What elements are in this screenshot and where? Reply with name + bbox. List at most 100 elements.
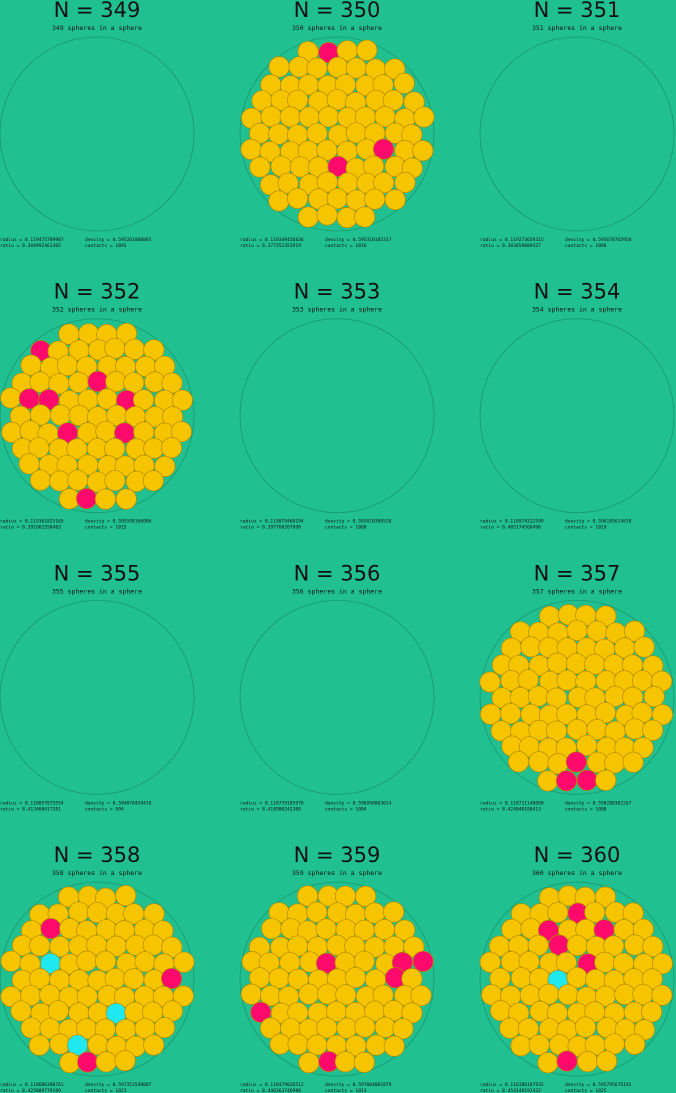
sphere <box>479 951 501 973</box>
contacts-label: contacts = 1025 <box>565 1088 607 1093</box>
sphere <box>401 1002 423 1024</box>
panel: N = 353 353 spheres in a sphere radius = 0… <box>239 280 435 531</box>
sphere <box>537 770 559 792</box>
sphere <box>642 935 664 958</box>
panel: N = 356 356 spheres in a sphere radius = 0… <box>239 561 435 812</box>
sphere <box>556 1050 578 1072</box>
sphere <box>574 1016 597 1038</box>
sphere <box>641 968 663 990</box>
sphere <box>354 1016 376 1038</box>
sphere <box>507 751 530 773</box>
sphere <box>413 106 435 128</box>
sphere-packing <box>0 322 193 510</box>
sphere <box>95 1051 117 1073</box>
radius-label: radius = 0.118711140090 <box>480 800 544 806</box>
radius-label: radius = 0.118686390761 <box>0 1082 64 1088</box>
panel-title: N = 350 <box>294 0 381 22</box>
sphere <box>29 935 51 957</box>
sphere <box>269 1033 291 1055</box>
container-sphere <box>0 881 195 1077</box>
sphere <box>335 984 357 1006</box>
sphere <box>651 984 673 1006</box>
sphere <box>306 122 328 144</box>
sphere <box>641 1001 663 1023</box>
panel-title: N = 354 <box>534 280 621 304</box>
sphere <box>547 901 569 923</box>
sphere-packing <box>479 604 674 792</box>
ratio-label: ratio = 8.425809779189 <box>0 1088 61 1093</box>
sphere <box>49 404 71 426</box>
ratio-label: ratio = 8.413460417281 <box>0 806 61 812</box>
radius-label: radius = 0.118479026512 <box>240 1082 304 1088</box>
panel-title: N = 356 <box>294 561 381 585</box>
sphere <box>77 1051 99 1073</box>
sphere <box>277 172 299 194</box>
sphere <box>566 619 588 641</box>
panel-subtitle: 354 spheres in a sphere <box>532 306 622 314</box>
container-sphere <box>239 881 435 1077</box>
sphere <box>279 106 301 128</box>
density-label: density = 0.595201800885 <box>85 237 152 243</box>
sphere <box>59 1052 81 1074</box>
panel-title: N = 352 <box>54 280 141 304</box>
contacts-label: contacts = 994 <box>85 806 124 812</box>
sphere <box>603 935 625 957</box>
container-sphere <box>479 881 675 1077</box>
container-sphere <box>479 36 675 232</box>
sphere <box>556 669 578 691</box>
sphere <box>517 669 539 691</box>
sphere <box>297 206 319 228</box>
ratio-label: ratio = 8.418980242388 <box>240 806 301 812</box>
density-label: density = 0.595310185317 <box>325 237 392 243</box>
radius-label: radius = 0.118186187935 <box>480 1082 544 1088</box>
contacts-label: contacts = 1016 <box>325 243 367 249</box>
container-sphere <box>479 600 675 795</box>
sphere <box>383 901 405 923</box>
sphere <box>115 885 137 907</box>
sphere <box>364 188 386 210</box>
panel-title: N = 359 <box>294 843 381 867</box>
panel-subtitle: 358 spheres in a sphere <box>52 869 142 877</box>
panel: N = 360 360 spheres in a sphere radius = 0… <box>479 843 675 1093</box>
sphere <box>353 1051 375 1073</box>
sphere <box>94 488 116 510</box>
ratio-label: ratio = 8.405174568490 <box>480 525 541 531</box>
sphere <box>576 769 598 791</box>
panel: N = 359 359 spheres in a sphere radius = 0… <box>239 843 435 1093</box>
panel-subtitle: 351 spheres in a sphere <box>532 24 622 32</box>
sphere <box>287 187 309 209</box>
sphere <box>622 751 644 773</box>
density-label: density = 0.596185614818 <box>565 519 632 525</box>
sphere <box>623 620 646 642</box>
radius-label: radius = 0.119079468194 <box>240 519 304 525</box>
panel-subtitle: 349 spheres in a sphere <box>52 24 142 32</box>
sphere <box>40 918 62 940</box>
sphere <box>383 1035 405 1057</box>
sphere <box>143 903 165 925</box>
sphere <box>565 751 587 773</box>
panel: N = 355 355 spheres in a sphere radius = 0… <box>0 561 195 812</box>
sphere <box>76 950 98 972</box>
sphere <box>394 919 416 941</box>
sphere <box>520 636 542 658</box>
panel-title: N = 351 <box>534 0 621 22</box>
density-label: density = 0.597352549007 <box>85 1082 152 1088</box>
density-label: density = 0.595810300520 <box>325 519 392 525</box>
container-sphere <box>479 318 675 514</box>
sphere <box>643 686 665 708</box>
sphere <box>104 337 126 359</box>
density-label: density = 0.595670765950 <box>565 237 632 243</box>
ratio-label: ratio = 8.454148192432 <box>480 1088 541 1093</box>
contacts-label: contacts = 1093 <box>85 243 127 249</box>
sphere <box>633 636 655 658</box>
sphere <box>336 1017 358 1039</box>
container-sphere <box>0 36 195 232</box>
density-label: density = 0.598280302267 <box>565 800 632 806</box>
sphere <box>115 488 137 510</box>
sphere <box>334 1051 356 1073</box>
sphere <box>528 1034 550 1056</box>
sphere <box>170 421 192 443</box>
sphere <box>557 984 579 1006</box>
sphere <box>373 172 395 194</box>
